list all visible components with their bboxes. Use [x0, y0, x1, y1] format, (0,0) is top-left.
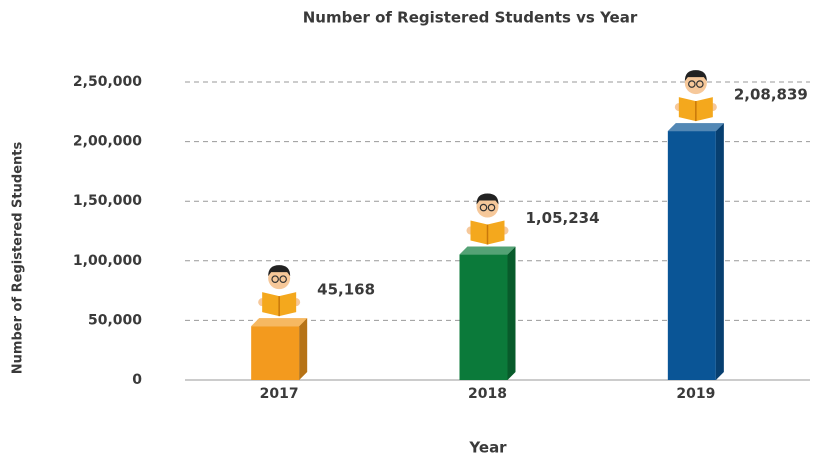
x-axis-title: Year	[468, 439, 507, 457]
page: Number of Registered Students vs Year Ye…	[0, 0, 826, 457]
chart: Number of Registered Students vs Year Ye…	[0, 0, 826, 457]
bar	[251, 326, 299, 380]
y-tick-label: 1,50,000	[73, 193, 142, 209]
bar-top-shade	[668, 123, 724, 131]
value-label: 45,168	[317, 281, 375, 299]
student-icon	[675, 70, 717, 121]
bar-side-shade	[508, 247, 516, 380]
x-tick-label: 2018	[468, 386, 507, 402]
y-tick-label: 2,50,000	[73, 74, 142, 90]
y-tick-label: 1,00,000	[73, 253, 142, 269]
bar-side-shade	[716, 123, 724, 380]
value-label: 2,08,839	[734, 86, 808, 104]
x-tick-label: 2017	[260, 386, 299, 402]
y-axis-title: Number of Registered Students	[11, 142, 26, 375]
bar	[668, 131, 716, 380]
chart-title: Number of Registered Students vs Year	[303, 9, 638, 27]
y-tick-label: 2,00,000	[73, 134, 142, 150]
y-tick-label: 50,000	[88, 312, 142, 328]
y-tick-label: 0	[132, 372, 142, 388]
bar-side-shade	[299, 318, 307, 380]
bar	[460, 255, 508, 380]
value-label: 1,05,234	[526, 209, 600, 227]
student-icon	[258, 265, 300, 316]
x-tick-label: 2019	[676, 386, 715, 402]
bar-top-shade	[251, 318, 307, 326]
bar-top-shade	[460, 247, 516, 255]
